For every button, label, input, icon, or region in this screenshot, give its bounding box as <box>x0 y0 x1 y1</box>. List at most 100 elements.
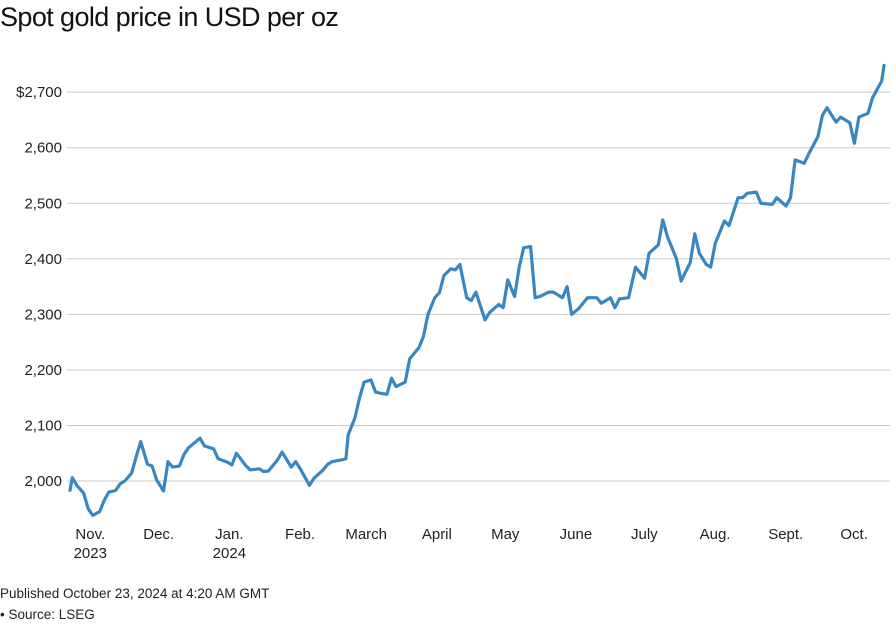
data-point <box>299 468 302 470</box>
data-point <box>263 470 265 473</box>
data-point <box>167 460 169 463</box>
data-point <box>108 491 110 493</box>
data-point <box>217 458 219 460</box>
data-point <box>340 459 343 461</box>
data-point <box>438 291 441 294</box>
data-point <box>675 258 678 260</box>
source-note: • Source: LSEG <box>0 607 95 622</box>
x-tick-label: Feb. <box>285 526 315 543</box>
data-point <box>434 296 436 299</box>
x-tick-label: Oct. <box>840 526 868 543</box>
x-tick-label: May <box>491 526 520 543</box>
data-point <box>199 437 201 440</box>
y-tick-label: 2,200 <box>24 362 62 379</box>
series-layer <box>68 63 886 518</box>
data-point <box>586 296 589 299</box>
data-point <box>698 252 701 254</box>
x-tick-label: Aug. <box>700 526 731 543</box>
data-point <box>427 313 429 316</box>
data-point <box>390 377 393 380</box>
data-point <box>883 64 885 67</box>
data-point <box>276 459 279 461</box>
data-point <box>609 296 612 299</box>
data-point <box>507 279 509 281</box>
data-point <box>422 335 425 338</box>
data-point <box>123 480 126 482</box>
data-point <box>614 306 616 309</box>
data-point <box>171 466 174 468</box>
data-point <box>178 465 181 467</box>
data-point <box>347 434 350 436</box>
x-tick-year-label: 2023 <box>74 545 107 562</box>
data-point <box>322 469 324 471</box>
data-point <box>817 135 819 138</box>
data-point <box>98 510 101 513</box>
data-point <box>294 460 297 463</box>
data-point <box>249 469 251 471</box>
data-point <box>723 220 726 222</box>
data-point <box>465 296 468 299</box>
data-point <box>577 308 580 310</box>
data-point <box>331 460 334 463</box>
data-point <box>776 196 778 199</box>
data-point <box>513 295 516 298</box>
data-point <box>226 461 229 463</box>
x-tick-label: Dec. <box>143 526 174 543</box>
data-point <box>728 224 730 227</box>
data-point <box>488 311 491 314</box>
data-point <box>538 295 541 298</box>
data-point <box>470 299 473 302</box>
x-tick-label: Jan. <box>215 526 243 543</box>
x-tick-label: Sept. <box>768 526 803 543</box>
y-tick-label: 2,300 <box>24 306 62 323</box>
data-point <box>760 202 762 205</box>
data-point <box>657 244 660 246</box>
y-axis-labels: 2,000 2,100 2,200 2,300 2,400 2,500 2,600 $2,70… <box>16 84 62 490</box>
data-point <box>689 261 691 264</box>
y-tick-label: 2,000 <box>24 473 62 490</box>
data-point <box>379 392 381 395</box>
data-point <box>82 492 85 495</box>
data-point <box>522 246 525 249</box>
data-point <box>680 280 682 282</box>
data-point <box>709 266 712 268</box>
chart-title: Spot gold price in USD per oz <box>0 2 339 32</box>
data-point <box>231 464 233 466</box>
data-point <box>803 162 805 165</box>
data-point <box>737 196 739 199</box>
y-tick-label: $2,700 <box>16 84 62 101</box>
y-tick-label: 2,100 <box>24 417 62 434</box>
data-point <box>395 385 397 388</box>
data-point <box>69 489 71 492</box>
data-point <box>794 159 796 161</box>
data-point <box>244 464 247 467</box>
data-point <box>155 479 158 481</box>
data-point <box>839 116 842 118</box>
data-point <box>561 296 564 299</box>
data-point <box>634 266 637 268</box>
data-point <box>114 489 117 492</box>
data-point <box>135 456 137 458</box>
data-point <box>212 448 215 450</box>
data-point <box>867 112 869 115</box>
data-point <box>103 499 105 502</box>
data-point <box>187 446 190 449</box>
data-point <box>821 114 824 117</box>
data-point <box>595 296 598 299</box>
data-point <box>119 483 121 485</box>
data-point <box>566 285 568 288</box>
y-tick-label: 2,400 <box>24 251 62 268</box>
data-point <box>746 192 748 195</box>
data-point <box>308 484 311 487</box>
data-point <box>183 453 185 456</box>
gridlines <box>67 91 890 482</box>
data-point <box>374 391 377 393</box>
data-point <box>345 458 347 460</box>
data-point <box>785 205 787 207</box>
data-point <box>808 153 810 155</box>
data-point <box>71 476 74 479</box>
data-point <box>354 416 356 419</box>
data-point <box>694 233 696 235</box>
data-point <box>871 96 874 99</box>
data-point <box>789 196 792 199</box>
